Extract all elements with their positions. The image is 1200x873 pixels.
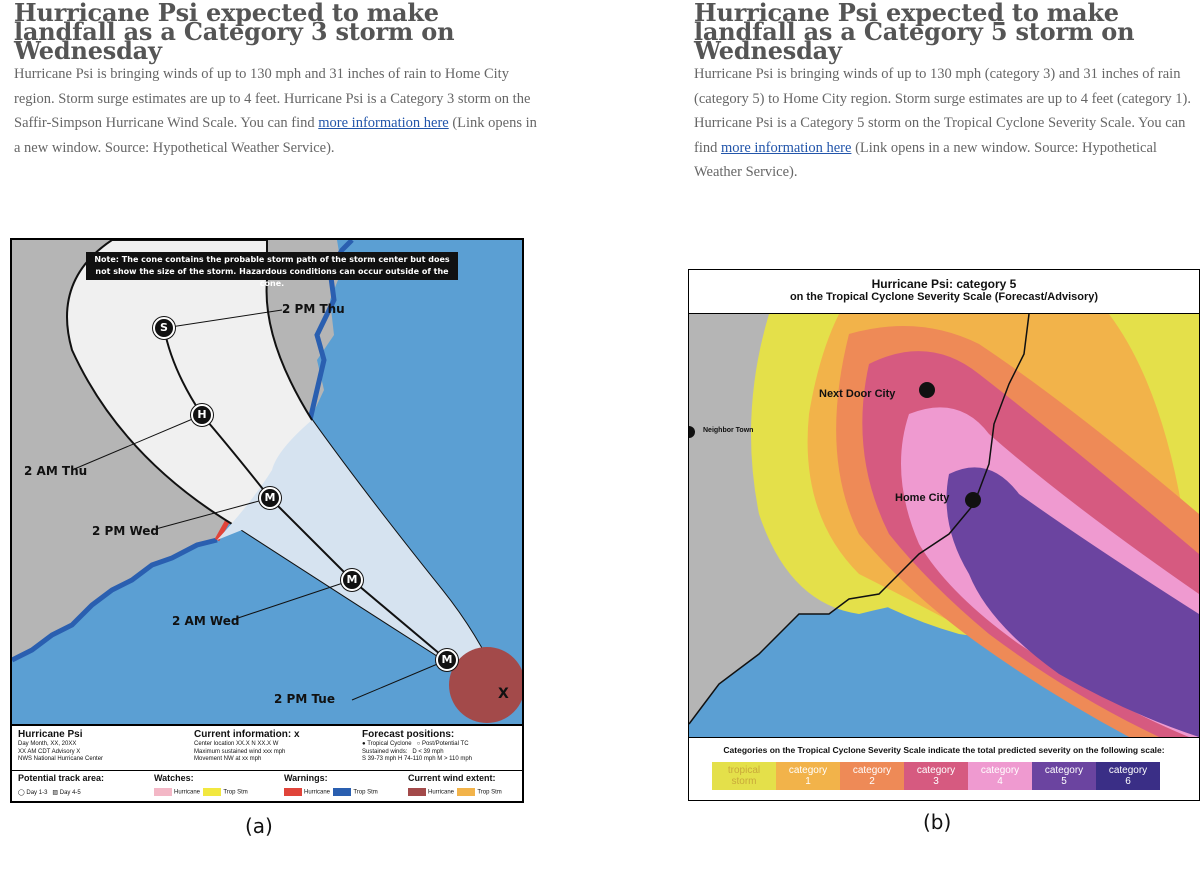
severity-map-title: Hurricane Psi: category 5 on the Tropica… [689,270,1199,314]
time-label: 2 PM Tue [274,692,335,706]
trop-storm-warning-coast-west [12,537,218,663]
severity-bands [751,314,1199,737]
forecast-marker-s: S [153,317,175,339]
city-label: Neighbor Town [703,427,754,434]
cone-map-legend: Hurricane Psi Day Month, XX, 20XX XX AM … [12,724,522,801]
forecast-marker-m: M [436,649,458,671]
forecast-marker-m: M [341,569,363,591]
legend-forecast-details: ● Tropical Cyclone ○ Post/Potential TC S… [362,741,473,762]
severity-scale-cell: category 6 [1096,762,1160,790]
city-label: Home City [895,492,950,504]
legend-wind-extent-title: Current wind extent: [408,773,496,783]
forecast-cone-day1-3 [217,420,507,700]
severity-scale-cell: category 3 [904,762,968,790]
severity-map: Hurricane Psi: category 5 on the Tropica… [688,269,1200,801]
legend-wind-extent: Hurricane Trop Stm [408,788,502,796]
forecast-marker-m: M [259,487,281,509]
legend-warnings-title: Warnings: [284,773,328,783]
legend-watches: Hurricane Trop Stm [154,788,248,796]
article-b-title: Hurricane Psi expected to make landfall … [694,0,1135,65]
legend-forecast-title: Forecast positions: [362,729,455,740]
severity-scale-cell: category 4 [968,762,1032,790]
city-dot-neighbor [689,426,695,438]
panel-label-b: (b) [923,810,952,834]
city-dot-next-door [919,382,935,398]
city-dot-home [965,492,981,508]
severity-scale-legend: Categories on the Tropical Cyclone Sever… [689,737,1199,800]
time-label: 2 PM Thu [282,302,345,316]
storm-center-x: X [498,686,509,702]
severity-scale-cell: tropical storm [712,762,776,790]
severity-scale-caption: Categories on the Tropical Cyclone Sever… [723,745,1165,755]
legend-storm-name: Hurricane Psi [18,729,83,740]
article-b-link[interactable]: more information here [720,139,852,156]
time-label: 2 AM Wed [172,614,240,628]
article-b: Hurricane Psi expected to make landfall … [694,0,1194,185]
article-b-body: Hurricane Psi is bringing winds of up to… [694,66,1192,180]
hurricane-wind-extent [449,647,522,723]
legend-current-info-title: Current information: x [194,729,300,740]
legend-storm-lines: Day Month, XX, 20XX XX AM CDT Advisory X… [18,741,104,762]
article-a-title: Hurricane Psi expected to make landfall … [14,0,455,65]
forecast-marker-h: H [191,404,213,426]
time-label: 2 PM Wed [92,524,159,538]
legend-watches-title: Watches: [154,773,194,783]
severity-map-graphic [689,314,1199,737]
city-label: Next Door City [819,388,896,400]
cone-map-graphic [12,240,522,724]
panel-label-a: (a) [245,814,273,838]
time-label: 2 AM Thu [24,464,88,478]
legend-track-items: ◯ Day 1-3 ▨ Day 4-5 [18,790,81,796]
article-a-body: Hurricane Psi is bringing winds of up to… [14,66,537,156]
severity-scale-cell: category 2 [840,762,904,790]
legend-current-info: Center location XX.X N XX.X W Maximum su… [194,741,286,762]
legend-track-title: Potential track area: [18,773,105,783]
cone-map: Note: The cone contains the probable sto… [10,238,524,803]
legend-warnings: Hurricane Trop Stm [284,788,378,796]
severity-scale-cell: category 1 [776,762,840,790]
coastline [689,314,1030,725]
severity-scale: tropical storm category 1 category 2 category 3… [712,762,1160,790]
severity-scale-cell: category 5 [1032,762,1096,790]
article-a: Hurricane Psi expected to make landfall … [14,0,544,160]
cone-note: Note: The cone contains the probable sto… [86,252,458,288]
article-a-link[interactable]: more information here [318,115,449,131]
